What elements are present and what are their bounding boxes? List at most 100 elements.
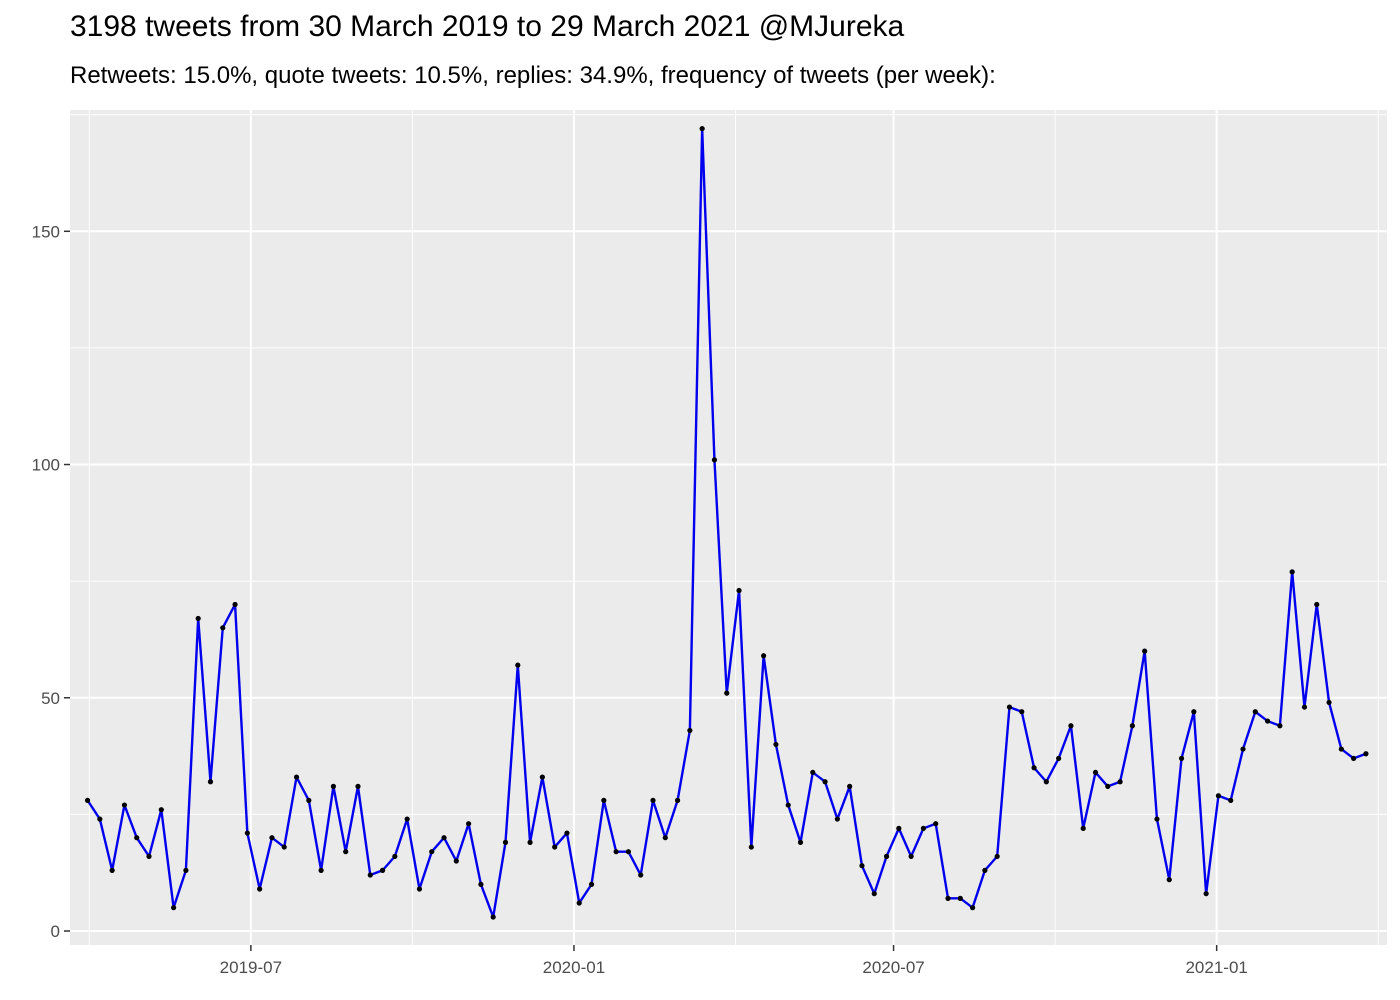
- data-point: [662, 835, 668, 841]
- y-tick-label: 150: [32, 222, 60, 241]
- data-point: [1080, 825, 1086, 831]
- data-point: [453, 858, 459, 864]
- data-point: [687, 727, 693, 734]
- data-point: [969, 905, 976, 911]
- data-point: [441, 835, 447, 841]
- data-point: [367, 872, 373, 878]
- data-point: [1006, 704, 1013, 710]
- data-point: [1178, 755, 1185, 762]
- data-point: [1117, 779, 1123, 785]
- data-point: [1203, 891, 1209, 897]
- x-tick-label: 2020-01: [543, 958, 605, 977]
- data-point: [1019, 709, 1025, 715]
- data-point: [416, 886, 423, 892]
- data-point: [244, 830, 250, 836]
- data-point: [908, 853, 914, 859]
- data-point: [576, 900, 582, 906]
- chart-title: 3198 tweets from 30 March 2019 to 29 Mar…: [70, 10, 905, 43]
- data-point: [920, 825, 927, 831]
- data-point: [1252, 709, 1258, 715]
- data-point: [613, 849, 619, 855]
- data-point: [171, 905, 177, 911]
- data-point: [748, 844, 754, 850]
- plot-panel: [70, 110, 1387, 945]
- data-point: [1215, 793, 1222, 799]
- data-point: [785, 802, 791, 808]
- data-point: [392, 853, 398, 859]
- data-point: [1289, 569, 1295, 575]
- data-point: [736, 587, 742, 594]
- data-point: [822, 779, 828, 785]
- data-point: [724, 690, 730, 696]
- data-point: [552, 844, 558, 850]
- data-point: [539, 774, 545, 780]
- data-point: [97, 816, 103, 822]
- data-point: [994, 853, 1000, 859]
- data-point: [158, 807, 164, 813]
- data-point: [1277, 723, 1283, 729]
- data-point: [490, 914, 496, 920]
- data-point: [945, 895, 951, 901]
- data-point: [711, 457, 718, 463]
- data-point: [1092, 769, 1099, 776]
- data-point: [1068, 723, 1074, 729]
- data-point: [379, 867, 386, 873]
- data-point: [1338, 746, 1344, 752]
- data-point: [466, 821, 472, 827]
- data-point: [1129, 723, 1135, 729]
- data-point: [674, 797, 681, 803]
- y-tick-label: 100: [32, 456, 60, 475]
- data-point: [1363, 751, 1369, 757]
- data-point: [625, 849, 632, 855]
- data-point: [429, 849, 435, 855]
- data-point: [699, 126, 705, 132]
- data-point: [982, 867, 988, 873]
- data-point: [134, 835, 140, 841]
- data-point: [773, 741, 779, 748]
- data-point: [343, 849, 349, 855]
- data-point: [502, 839, 509, 845]
- data-point: [293, 774, 300, 780]
- data-point: [847, 783, 853, 789]
- data-point: [859, 863, 865, 869]
- data-point: [207, 779, 214, 785]
- data-point: [1326, 699, 1332, 706]
- x-tick-label: 2019-07: [220, 958, 282, 977]
- data-point: [797, 839, 804, 845]
- y-tick-label: 0: [51, 922, 60, 941]
- x-tick-label: 2021-01: [1185, 958, 1247, 977]
- series-layer: [84, 126, 1369, 920]
- data-point: [650, 797, 656, 803]
- data-point: [404, 816, 410, 822]
- data-point: [84, 797, 91, 803]
- data-point: [957, 895, 963, 901]
- data-point: [257, 886, 263, 892]
- data-point: [1228, 797, 1234, 803]
- y-tick-label: 50: [41, 689, 60, 708]
- axis-tick-labels: 2019-07 2020-01 2020-07 2021-01 0 50 100 150: [32, 222, 1248, 977]
- data-point: [1351, 755, 1357, 762]
- data-point: [318, 867, 324, 873]
- major-gridlines: [70, 110, 1387, 945]
- data-point: [146, 853, 152, 859]
- data-point: [220, 625, 226, 631]
- data-point: [588, 881, 595, 887]
- data-point: [638, 872, 644, 878]
- data-point: [1142, 648, 1148, 654]
- data-point: [1240, 746, 1246, 752]
- data-point: [1043, 779, 1049, 785]
- x-tick-label: 2020-07: [862, 958, 924, 977]
- data-point: [1264, 718, 1271, 724]
- data-point: [306, 797, 312, 803]
- data-point: [1105, 783, 1111, 789]
- data-point: [810, 769, 816, 776]
- data-point: [183, 867, 189, 873]
- data-point: [527, 839, 533, 845]
- data-point: [564, 830, 570, 836]
- data-point: [883, 853, 890, 859]
- chart-subtitle: Retweets: 15.0%, quote tweets: 10.5%, re…: [70, 62, 996, 89]
- data-point: [195, 615, 201, 622]
- data-point: [109, 867, 115, 873]
- data-point: [1314, 601, 1320, 608]
- data-point: [1031, 765, 1037, 771]
